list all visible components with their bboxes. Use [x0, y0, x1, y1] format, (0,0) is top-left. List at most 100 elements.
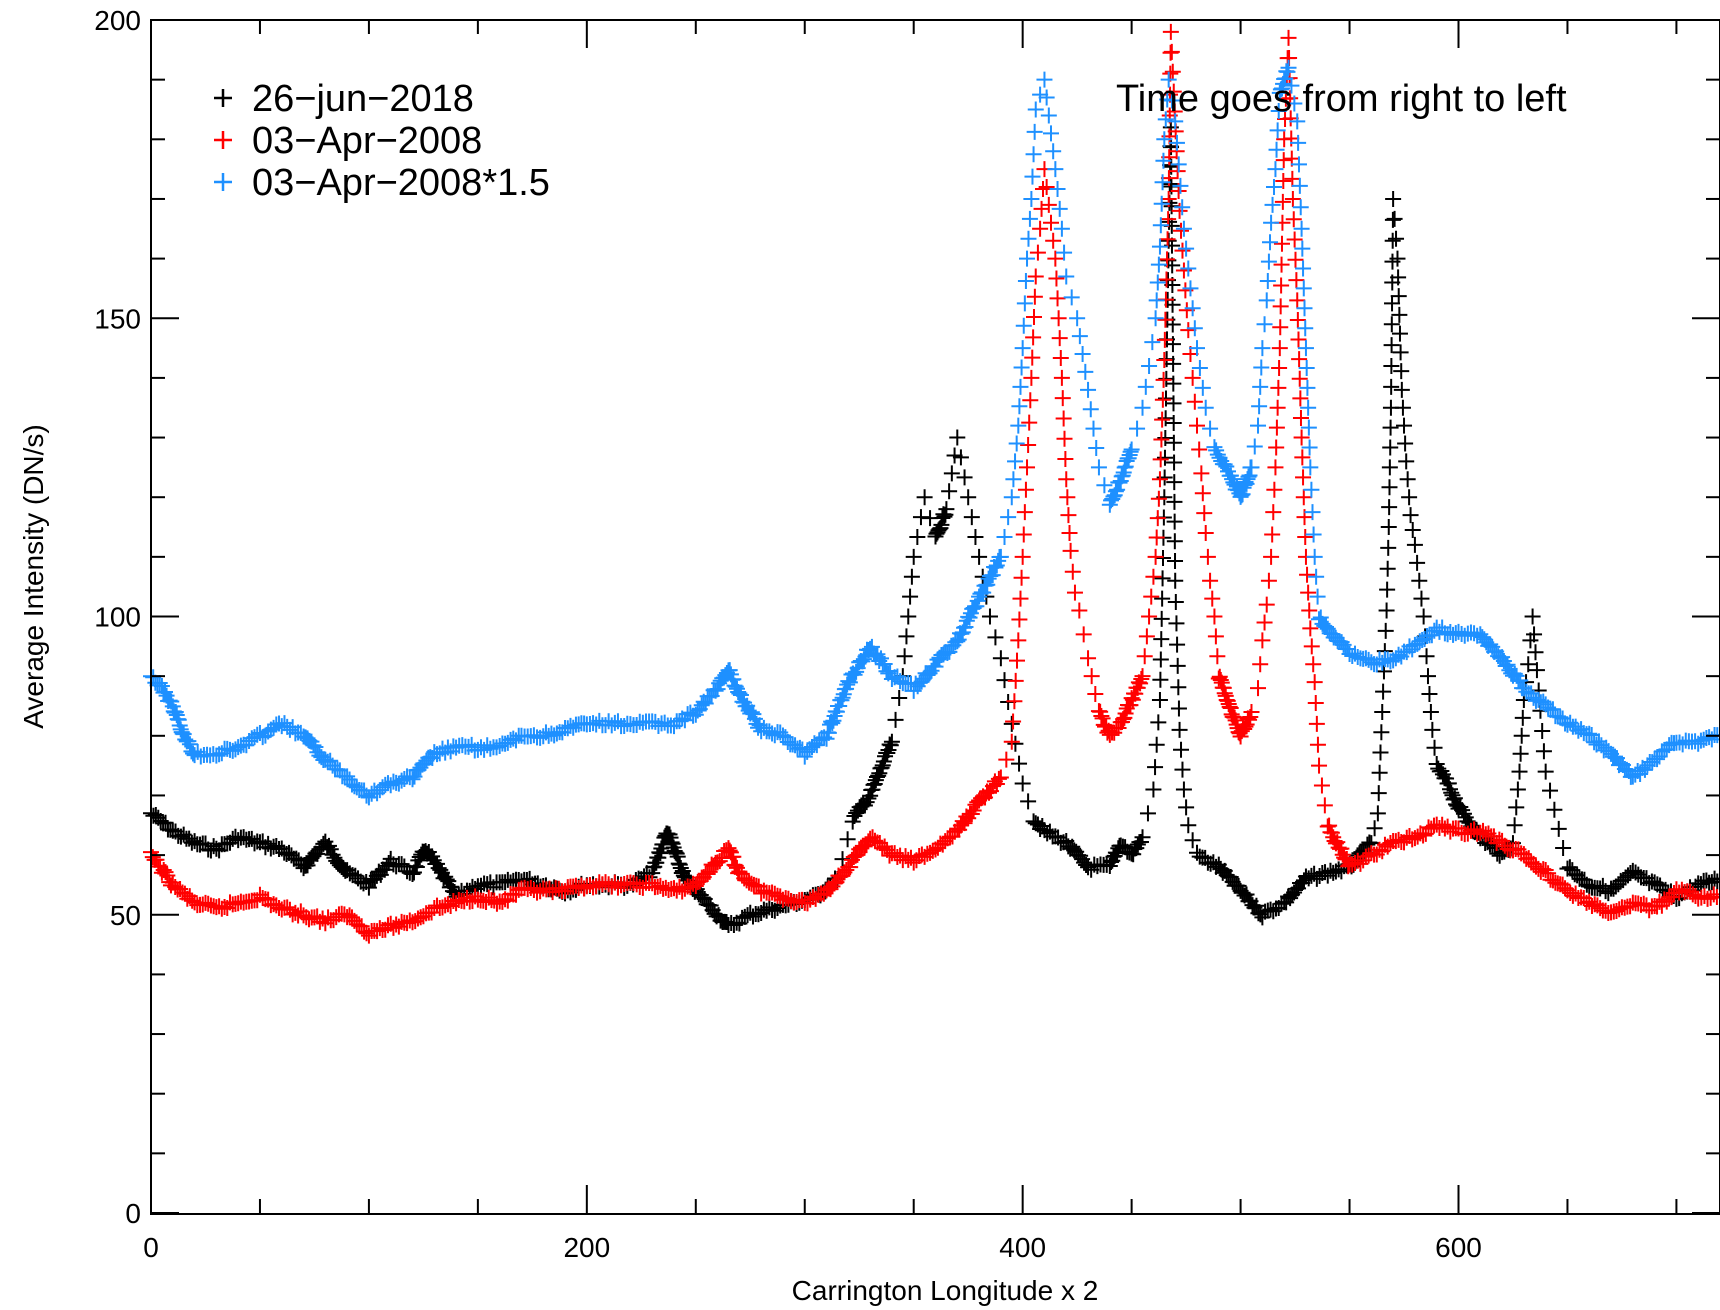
data-point: [949, 429, 966, 446]
data-point: [711, 853, 728, 870]
data-point: [1170, 156, 1187, 173]
data-point: [1175, 781, 1192, 798]
data-point: [1118, 700, 1135, 717]
data-point: [1298, 359, 1315, 376]
data-point: [879, 744, 896, 761]
data-point: [1399, 471, 1416, 488]
data-point: [1268, 141, 1285, 158]
data-point: [1166, 533, 1183, 550]
data-point: [1300, 399, 1317, 416]
data-point: [1379, 581, 1396, 598]
data-point: [1021, 210, 1038, 227]
data-point: [824, 715, 841, 732]
data-point: [1049, 290, 1066, 307]
data-point: [1197, 524, 1214, 541]
data-point: [909, 528, 926, 545]
data-point: [180, 733, 197, 750]
data-point: [1167, 113, 1184, 130]
data-point: [1026, 123, 1043, 140]
legend-marker: [214, 131, 232, 149]
data-point: [1279, 63, 1296, 80]
data-point: [1149, 510, 1166, 527]
data-point: [1054, 390, 1071, 407]
data-point: [1166, 493, 1183, 510]
data-point: [963, 509, 980, 526]
data-point: [1148, 292, 1165, 309]
data-point: [1094, 710, 1111, 727]
data-point: [1038, 179, 1055, 196]
data-point: [1017, 272, 1034, 289]
data-point: [1305, 526, 1322, 543]
data-point: [1080, 650, 1097, 667]
data-point: [1206, 439, 1223, 456]
data-point: [1024, 349, 1041, 366]
x-tick-label: 400: [999, 1232, 1046, 1263]
data-point: [971, 588, 988, 605]
data-point: [1285, 211, 1302, 228]
data-point: [1006, 693, 1023, 710]
data-point: [1583, 726, 1600, 743]
data-point: [1152, 451, 1169, 468]
data-point: [1202, 420, 1219, 437]
data-point: [1020, 230, 1037, 247]
data-point: [157, 864, 174, 881]
data-point: [1093, 708, 1110, 725]
data-point: [1258, 596, 1275, 613]
data-point: [661, 826, 678, 843]
data-point: [151, 674, 168, 691]
data-point: [1252, 656, 1269, 673]
legend-entry: 03−Apr−2008*1.5: [252, 162, 550, 204]
data-point: [1256, 316, 1273, 333]
data-point: [858, 794, 875, 811]
data-point: [1189, 340, 1205, 357]
data-point: [1163, 92, 1180, 109]
data-point: [1145, 568, 1162, 585]
data-point: [1581, 725, 1598, 742]
data-point: [320, 837, 337, 854]
data-point: [898, 628, 915, 645]
data-point: [1311, 757, 1328, 774]
data-point: [1286, 884, 1303, 901]
data-point: [1168, 134, 1185, 151]
data-point: [1015, 526, 1032, 543]
data-point: [984, 567, 1001, 584]
data-point: [1184, 832, 1201, 849]
data-point: [848, 663, 865, 680]
data-point: [1264, 526, 1281, 543]
data-point: [1047, 250, 1064, 267]
data-point: [1154, 570, 1171, 587]
data-point: [1409, 554, 1426, 571]
data-point: [1258, 292, 1275, 309]
data-point: [1005, 471, 1022, 488]
data-point: [1160, 170, 1177, 187]
data-point: [1045, 232, 1062, 249]
data-point: [938, 501, 955, 518]
data-point: [956, 469, 973, 486]
data-point: [1286, 231, 1303, 248]
data-point: [987, 629, 1004, 646]
data-point: [1149, 274, 1166, 291]
data-point: [1003, 715, 1020, 732]
data-point: [1165, 355, 1182, 372]
data-point: [1391, 325, 1408, 342]
data-point: [1180, 817, 1197, 834]
data-point: [1156, 331, 1173, 348]
data-point: [992, 548, 1009, 565]
x-axis-label: Carrington Longitude x 2: [792, 1275, 1099, 1306]
data-point: [916, 489, 933, 506]
data-point: [1452, 798, 1469, 815]
data-point: [1007, 453, 1024, 470]
data-point: [975, 584, 992, 601]
data-point: [1381, 459, 1398, 476]
data-point: [1150, 714, 1167, 731]
data-point: [1366, 820, 1383, 837]
data-point: [1375, 683, 1392, 700]
data-point: [1524, 608, 1541, 625]
data-point: [1173, 222, 1190, 239]
data-point: [838, 680, 855, 697]
data-point: [1053, 220, 1070, 237]
data-point: [1546, 801, 1563, 818]
data-point: [1284, 190, 1301, 207]
y-tick-label: 200: [94, 5, 141, 36]
data-point: [1370, 785, 1387, 802]
